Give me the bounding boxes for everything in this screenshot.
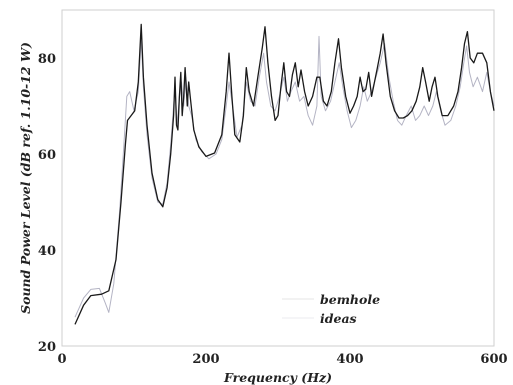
y-tick-label: 80 bbox=[38, 52, 56, 67]
legend-label-bemhole: bemhole bbox=[320, 292, 380, 307]
x-axis-label: Frequency (Hz) bbox=[223, 370, 332, 385]
legend-label-ideas: ideas bbox=[320, 311, 357, 326]
x-tick-label: 400 bbox=[336, 352, 363, 367]
plot-frame bbox=[61, 9, 495, 347]
y-tick-label: 20 bbox=[38, 340, 56, 355]
series-layer bbox=[74, 23, 495, 325]
y-tick-label: 60 bbox=[38, 148, 56, 163]
legend: bemhole ideas bbox=[282, 292, 380, 326]
y-axis-label: Sound Power Level (dB ref. 1.10-12 W) bbox=[18, 42, 33, 314]
y-tick-label: 40 bbox=[38, 244, 56, 259]
x-tick-label: 600 bbox=[480, 352, 507, 367]
series-line-ideas bbox=[74, 35, 495, 318]
x-tick-label: 200 bbox=[192, 352, 219, 367]
series-line-bemhole bbox=[74, 23, 495, 325]
x-tick-label: 0 bbox=[57, 352, 66, 367]
tick-layer: 0 200 400 600 20 40 60 80 bbox=[38, 52, 508, 367]
